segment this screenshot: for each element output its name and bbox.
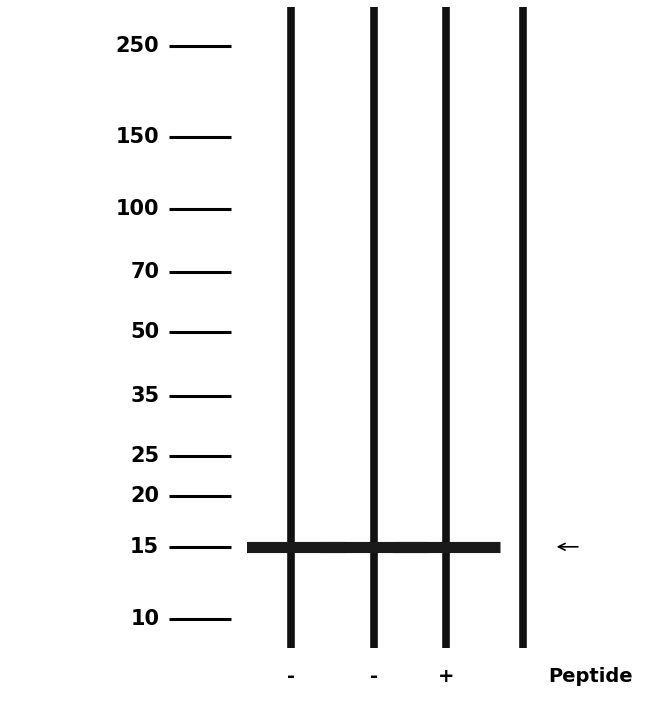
Text: 250: 250 <box>116 35 159 55</box>
Text: 150: 150 <box>116 127 159 147</box>
Text: 100: 100 <box>116 199 159 219</box>
Text: 70: 70 <box>130 262 159 282</box>
Text: +: + <box>438 667 454 686</box>
Text: 50: 50 <box>130 323 159 342</box>
Text: 20: 20 <box>130 485 159 505</box>
Text: 25: 25 <box>130 446 159 466</box>
Text: -: - <box>370 667 378 686</box>
Text: -: - <box>287 667 295 686</box>
Text: 35: 35 <box>130 386 159 406</box>
Text: 15: 15 <box>130 537 159 557</box>
Text: 10: 10 <box>130 609 159 629</box>
Text: Peptide: Peptide <box>548 667 632 686</box>
